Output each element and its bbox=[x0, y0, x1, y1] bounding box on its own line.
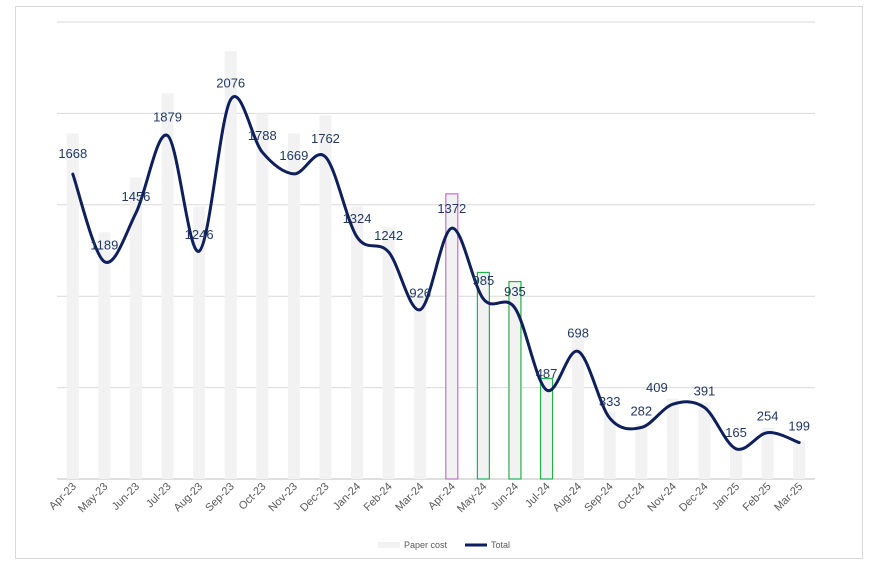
x-tick-label: Nov-23 bbox=[266, 481, 300, 515]
bar-aug-24 bbox=[572, 336, 585, 479]
bar-jan-24 bbox=[351, 206, 364, 480]
data-label-sep-24: 333 bbox=[599, 394, 621, 409]
data-label-dec-23: 1762 bbox=[311, 131, 340, 146]
x-tick-label: Oct-23 bbox=[237, 481, 269, 513]
bar-sep-24 bbox=[603, 411, 616, 479]
x-tick-label: Nov-24 bbox=[645, 481, 679, 515]
x-tick-label: Sep-23 bbox=[203, 481, 237, 515]
bar-jun-24 bbox=[508, 280, 522, 480]
data-label-nov-24: 409 bbox=[646, 380, 668, 395]
data-label-may-23: 1189 bbox=[90, 238, 118, 253]
chart-area bbox=[15, 6, 863, 559]
bar-mar-25 bbox=[793, 440, 806, 479]
data-label-jul-24: 487 bbox=[536, 366, 558, 381]
x-tick-label: Dec-24 bbox=[677, 481, 711, 515]
bar-oct-23 bbox=[256, 113, 269, 480]
x-tick-label: Jan-24 bbox=[331, 481, 363, 513]
legend-label-paper-cost: Paper cost bbox=[404, 540, 448, 550]
data-label-jun-24: 935 bbox=[504, 284, 526, 299]
bar-may-24 bbox=[476, 271, 490, 480]
data-label-sep-23: 2076 bbox=[216, 76, 245, 91]
data-label-dec-24: 391 bbox=[694, 384, 716, 399]
data-label-nov-23: 1669 bbox=[279, 148, 308, 163]
bar-may-23 bbox=[98, 232, 111, 479]
data-label-may-24: 985 bbox=[473, 273, 495, 288]
bar-oct-24 bbox=[635, 424, 648, 479]
bar-apr-23 bbox=[66, 133, 79, 479]
data-label-jan-24: 1324 bbox=[343, 211, 372, 226]
bar-dec-23 bbox=[319, 115, 332, 479]
x-tick-label: Jun-23 bbox=[110, 481, 142, 513]
data-label-mar-24: 926 bbox=[409, 286, 431, 301]
legend-label-total: Total bbox=[491, 540, 510, 550]
bar-dec-24 bbox=[698, 402, 711, 479]
x-tick-label: Sep-24 bbox=[582, 481, 616, 515]
x-tick-label: Feb-25 bbox=[741, 481, 774, 514]
data-label-apr-23: 1668 bbox=[58, 146, 87, 161]
bar-sep-23 bbox=[224, 51, 237, 480]
x-tick-label: Aug-24 bbox=[551, 481, 585, 515]
series-line-total bbox=[71, 95, 801, 451]
data-label-jun-23: 1456 bbox=[121, 189, 150, 204]
x-tick-label: Aug-23 bbox=[172, 481, 206, 515]
bar-feb-24 bbox=[382, 226, 395, 479]
data-label-mar-25: 199 bbox=[788, 419, 810, 434]
bar-mar-24 bbox=[414, 294, 427, 479]
x-tick-label: May-24 bbox=[455, 481, 489, 515]
x-tick-label: Jul-23 bbox=[144, 481, 174, 511]
data-label-jan-25: 165 bbox=[725, 425, 747, 440]
bar-jun-23 bbox=[129, 177, 142, 479]
data-label-jul-23: 1879 bbox=[153, 110, 182, 125]
data-label-feb-24: 1242 bbox=[374, 228, 403, 243]
data-label-aug-24: 698 bbox=[567, 325, 589, 340]
x-tick-label: May-23 bbox=[76, 481, 110, 515]
x-tick-label: Feb-24 bbox=[362, 481, 395, 514]
x-tick-label: Mar-25 bbox=[772, 481, 805, 514]
x-tick-label: Dec-23 bbox=[298, 481, 332, 515]
bar-jul-23 bbox=[161, 93, 174, 480]
data-label-feb-25: 254 bbox=[757, 409, 779, 424]
bar-nov-23 bbox=[287, 133, 300, 479]
data-label-oct-24: 282 bbox=[630, 403, 652, 418]
bar-aug-23 bbox=[193, 206, 206, 480]
bar-apr-24 bbox=[445, 193, 459, 480]
bar-jul-24 bbox=[539, 377, 554, 480]
x-tick-label: Oct-24 bbox=[616, 481, 648, 513]
x-tick-label: Apr-24 bbox=[426, 481, 458, 513]
x-tick-label: Jun-24 bbox=[489, 481, 521, 513]
x-tick-label: Mar-24 bbox=[393, 481, 426, 514]
bar-jan-25 bbox=[730, 447, 743, 479]
bar-feb-25 bbox=[761, 427, 774, 479]
x-tick-label: Jul-24 bbox=[523, 481, 553, 511]
data-label-aug-23: 1246 bbox=[185, 227, 214, 242]
x-tick-label: Jan-25 bbox=[710, 481, 742, 513]
legend-swatch-paper-cost bbox=[378, 542, 400, 548]
data-label-oct-23: 1788 bbox=[248, 128, 277, 143]
x-tick-label: Apr-23 bbox=[47, 481, 79, 513]
data-label-apr-24: 1372 bbox=[437, 201, 466, 216]
bar-nov-24 bbox=[666, 398, 679, 479]
